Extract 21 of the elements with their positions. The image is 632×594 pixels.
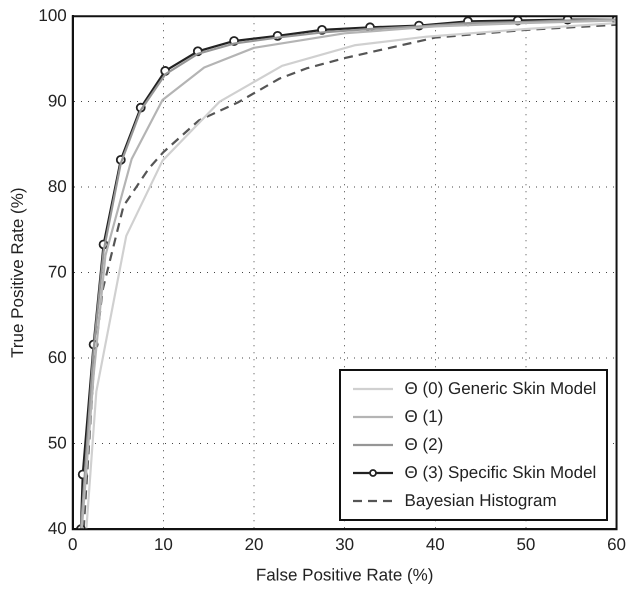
y-tick-label: 50 — [48, 433, 67, 452]
legend-label: Bayesian Histogram — [404, 491, 557, 512]
y-axis-title: True Positive Rate (%) — [8, 188, 27, 358]
y-tick-label: 100 — [38, 6, 67, 25]
y-tick-label: 80 — [48, 176, 67, 196]
y-tick-label: 60 — [48, 348, 67, 367]
x-tick-label: 30 — [335, 535, 354, 554]
legend-label: Θ (1) — [404, 407, 444, 428]
legend-label: Θ (3) Specific Skin Model — [404, 463, 596, 484]
x-tick-label: 20 — [244, 535, 264, 554]
legend-label: Θ (2) — [404, 435, 444, 456]
y-tick-label: 70 — [48, 262, 67, 282]
x-tick-label: 40 — [426, 535, 445, 554]
x-tick-label: 50 — [516, 535, 536, 554]
legend-label: Θ (0) Generic Skin Model — [404, 379, 596, 400]
x-axis-title: False Positive Rate (%) — [256, 565, 434, 584]
x-tick-label: 60 — [607, 535, 626, 554]
y-tick-label: 90 — [48, 91, 67, 110]
x-tick-label: 0 — [68, 535, 78, 554]
y-tick-label: 40 — [48, 518, 67, 538]
x-tick-label: 10 — [154, 535, 173, 554]
